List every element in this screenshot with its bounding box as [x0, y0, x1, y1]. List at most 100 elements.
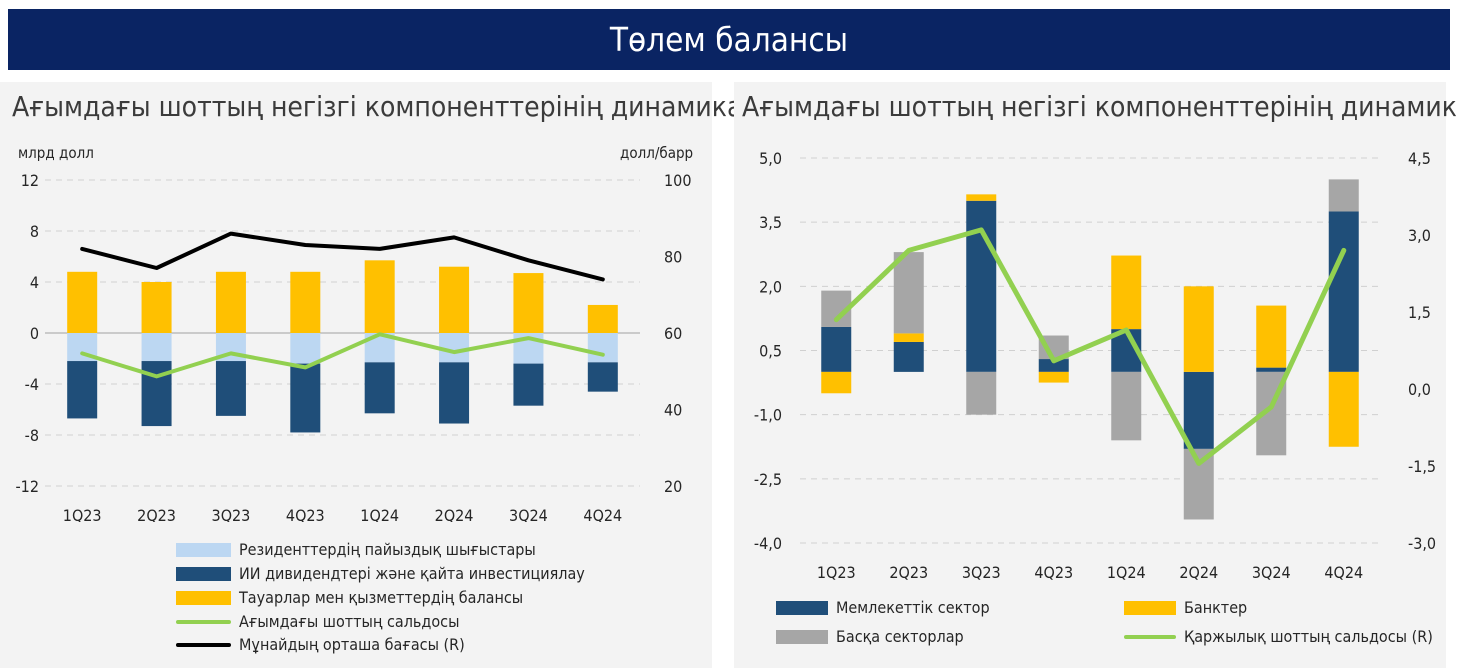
left-chart-bar [439, 362, 470, 424]
right-chart-x-tick: 4Q24 [1324, 563, 1363, 582]
right-chart-y-tick: 5,0 [759, 149, 782, 168]
left-chart-bar [587, 304, 618, 333]
legend-box-swatch [776, 629, 828, 644]
right-chart-bar [1328, 211, 1359, 372]
left-chart-bar [513, 363, 544, 406]
right-chart-y2-tick: 1,5 [1408, 303, 1431, 322]
legend-label: ИИ дивидендтері және қайта инвестициялау [239, 564, 585, 583]
left-chart-bar [290, 271, 321, 333]
left-chart-bar [141, 282, 172, 333]
right-chart-bar [1328, 179, 1359, 212]
left-chart-x-tick: 1Q23 [63, 506, 102, 522]
legend-label: Қаржылық шоттың сальдосы (R) [1184, 627, 1433, 646]
left-chart-x-tick: 2Q24 [435, 506, 474, 522]
left-chart-y2-tick: 100 [664, 171, 691, 190]
right-chart-x-tick: 2Q23 [889, 563, 928, 582]
legend-box-swatch [176, 566, 231, 581]
right-chart-bar [1038, 335, 1069, 360]
left-chart-x-tick: 3Q23 [212, 506, 251, 522]
right-chart-bar [1111, 255, 1142, 330]
legend-label: Тауарлар мен қызметтердің балансы [239, 588, 524, 607]
financial-account-panel: Ағымдағы шоттың негізгі компоненттерінің… [734, 82, 1458, 668]
current-account-panel: Ағымдағы шоттың негізгі компоненттерінің… [0, 82, 776, 668]
left-chart-line-1 [80, 332, 605, 379]
right-chart-bar [1256, 305, 1287, 368]
right-chart-bar [1038, 359, 1069, 372]
legend-label: Банктер [1184, 598, 1248, 617]
right-chart-y-tick: 0,5 [759, 342, 782, 361]
right-chart-x-tick: 1Q23 [817, 563, 856, 582]
right-chart-bar [1256, 367, 1287, 372]
right-chart-bar [893, 252, 924, 334]
legend-box-swatch [1124, 600, 1176, 615]
left-chart-title: Ағымдағы шоттың негізгі компоненттерінің… [12, 90, 777, 123]
left-chart-y2-tick: 40 [664, 401, 682, 420]
left-chart-bar [290, 363, 321, 433]
legend-item: Мемлекеттік сектор [776, 598, 990, 617]
right-chart-bar [1183, 371, 1214, 449]
left-chart-y-tick: 12 [21, 171, 39, 190]
legend-box-swatch [776, 600, 828, 615]
right-chart-bar [1328, 371, 1359, 447]
right-chart-y-tick: 2,0 [759, 277, 782, 296]
legend-label: Басқа секторлар [836, 627, 964, 646]
right-chart-y2-tick: -1,5 [1408, 457, 1436, 476]
legend-box-swatch [176, 590, 231, 605]
left-chart-x-tick: 4Q23 [286, 506, 325, 522]
legend-item: Басқа секторлар [776, 627, 964, 646]
left-chart-bar [141, 333, 172, 362]
right-chart-y2-tick: 4,5 [1408, 149, 1431, 168]
banner-title: Төлем балансы [609, 20, 849, 59]
left-chart-bar [141, 361, 172, 427]
legend-item: Резиденттердің пайыздық шығыстары [176, 540, 536, 559]
left-chart-bar [67, 271, 98, 333]
legend-label: Резиденттердің пайыздық шығыстары [239, 540, 536, 559]
left-chart-bar [364, 260, 395, 333]
left-chart-bar [513, 273, 544, 333]
financial-account-chart: 5,0 3,5 2,0 0,5 -1,0 -2,5 -4,0 4,5 3,0 1,5 0,0 -1,5… [754, 149, 1436, 582]
left-chart-y2-tick: 60 [664, 324, 682, 343]
right-chart-x-tick: 2Q24 [1179, 563, 1218, 582]
left-chart-y2-tick: 80 [664, 248, 682, 267]
left-chart-y-tick: -8 [25, 426, 39, 445]
right-chart-y-tick: -2,5 [754, 470, 782, 489]
legend-line-swatch [176, 642, 231, 647]
left-chart-y-tick: 4 [30, 273, 39, 292]
left-axis-unit: млрд долл [18, 144, 94, 162]
right-chart-bar [966, 371, 997, 415]
right-chart-bar [893, 333, 924, 342]
left-chart-x-tick: 3Q24 [509, 506, 548, 522]
left-chart-y-tick: -12 [15, 477, 39, 496]
legend-item: Қаржылық шоттың сальдосы (R) [1124, 627, 1433, 646]
legend-line-swatch [1124, 634, 1176, 639]
right-chart-bar [893, 341, 924, 372]
right-chart-x-tick: 1Q24 [1107, 563, 1146, 582]
legend-item: Ағымдағы шоттың сальдосы [176, 612, 459, 631]
left-chart-x-tick: 2Q23 [137, 506, 176, 522]
right-chart-y-tick: -4,0 [754, 534, 782, 553]
left-chart-y-tick: 8 [30, 222, 39, 241]
legend-label: Ағымдағы шоттың сальдосы [239, 612, 460, 631]
legend-line-swatch [176, 619, 231, 624]
left-chart-bar [364, 362, 395, 414]
legend-item: ИИ дивидендтері және қайта инвестициялау [176, 564, 585, 583]
right-chart-bar [966, 194, 997, 201]
right-chart-y2-tick: -3,0 [1408, 534, 1436, 553]
legend-label: Мұнайдың орташа бағасы (R) [239, 635, 465, 654]
legend-item: Тауарлар мен қызметтердің балансы [176, 588, 523, 607]
legend-box-swatch [176, 542, 231, 557]
right-chart-bar [821, 326, 852, 372]
left-chart-bar [587, 333, 618, 363]
page-banner: Төлем балансы [8, 9, 1450, 70]
right-chart-bar [1038, 371, 1069, 383]
left-chart-bar [215, 361, 246, 416]
left-chart-y-tick: 0 [30, 324, 39, 343]
right-chart-line-1 [833, 227, 1347, 466]
left-chart-bar [215, 271, 246, 333]
left-chart-bar [439, 266, 470, 333]
right-chart-bar [821, 371, 852, 394]
right-chart-x-tick: 3Q23 [962, 563, 1001, 582]
right-chart-x-tick: 3Q24 [1252, 563, 1291, 582]
right-chart-y2-tick: 0,0 [1408, 380, 1431, 399]
